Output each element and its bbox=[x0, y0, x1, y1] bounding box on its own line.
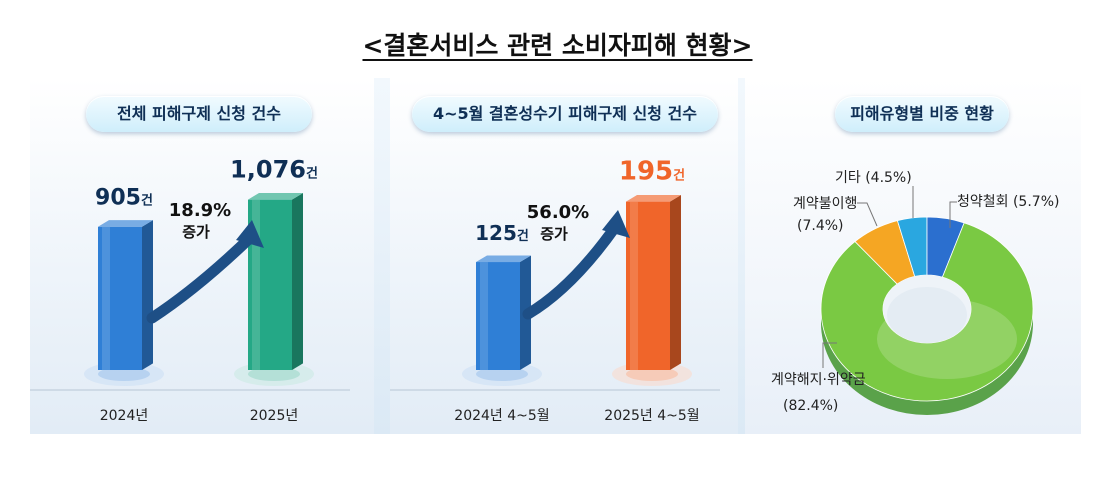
page-title: <결혼서비스 관련 소비자피해 현황> bbox=[362, 31, 753, 60]
slice-label: 기타 (4.5%) bbox=[835, 170, 912, 186]
increase-percent: 56.0% bbox=[527, 202, 589, 223]
total-claims-chart: 905건 2024년 1,076건 2025년 18.9% 증가 bbox=[30, 156, 350, 424]
slice-label: 계약해지·위약금 bbox=[771, 372, 866, 388]
bar-0 bbox=[84, 220, 164, 386]
increase-word: 증가 bbox=[182, 223, 210, 241]
leader-line bbox=[822, 342, 837, 368]
category-label: 2025년 bbox=[250, 408, 299, 424]
slice-label: 청약철회 (5.7%) bbox=[957, 194, 1059, 210]
increase-arrow bbox=[522, 210, 630, 320]
value-label: 195건 bbox=[619, 157, 685, 187]
category-label: 2024년 bbox=[100, 408, 149, 424]
chart-title: 전체 피해구제 신청 건수 bbox=[86, 96, 312, 132]
slice-label: 계약불이행 bbox=[793, 196, 857, 212]
peak-season-claims-chart: 125건 2024년 4~5월 195건 2025년 4~5월 56.0% 증가 bbox=[390, 157, 720, 424]
damage-type-panel: 피해유형별 비중 현황 기타 (4.5%) 청약철회 (5.7%) 계약불이행 (7.… bbox=[745, 78, 1081, 434]
value-label: 905건 bbox=[95, 186, 153, 211]
increase-arrow bbox=[146, 220, 264, 324]
bar-0 bbox=[462, 255, 542, 386]
category-label: 2025년 4~5월 bbox=[604, 408, 699, 424]
total-claims-panel: 전체 피해구제 신청 건수 905건 2024년 1,076건 2025년 18.9% 증… bbox=[30, 78, 374, 434]
bar-1 bbox=[612, 194, 692, 386]
slice-label: (82.4%) bbox=[783, 398, 838, 414]
chart-title: 4~5월 결혼성수기 피해구제 신청 건수 bbox=[412, 96, 718, 132]
value-label: 125건 bbox=[475, 221, 529, 245]
value-label: 1,076건 bbox=[230, 156, 318, 184]
panel-separator bbox=[374, 78, 390, 434]
category-label: 2024년 4~5월 bbox=[454, 408, 549, 424]
chart-title: 피해유형별 비중 현황 bbox=[835, 96, 1009, 132]
peak-season-claims-panel: 4~5월 결혼성수기 피해구제 신청 건수 125건 2024년 4~5월 195건… bbox=[390, 78, 738, 434]
leader-line bbox=[949, 201, 957, 228]
leader-line bbox=[857, 202, 878, 227]
slice-label: (7.4%) bbox=[797, 218, 844, 234]
increase-word: 증가 bbox=[540, 225, 568, 243]
bar-1 bbox=[234, 193, 314, 386]
damage-type-donut-chart: 기타 (4.5%) 청약철회 (5.7%) 계약불이행 (7.4%) 계약해지·위약금 (… bbox=[771, 170, 1059, 415]
increase-percent: 18.9% bbox=[169, 200, 231, 221]
